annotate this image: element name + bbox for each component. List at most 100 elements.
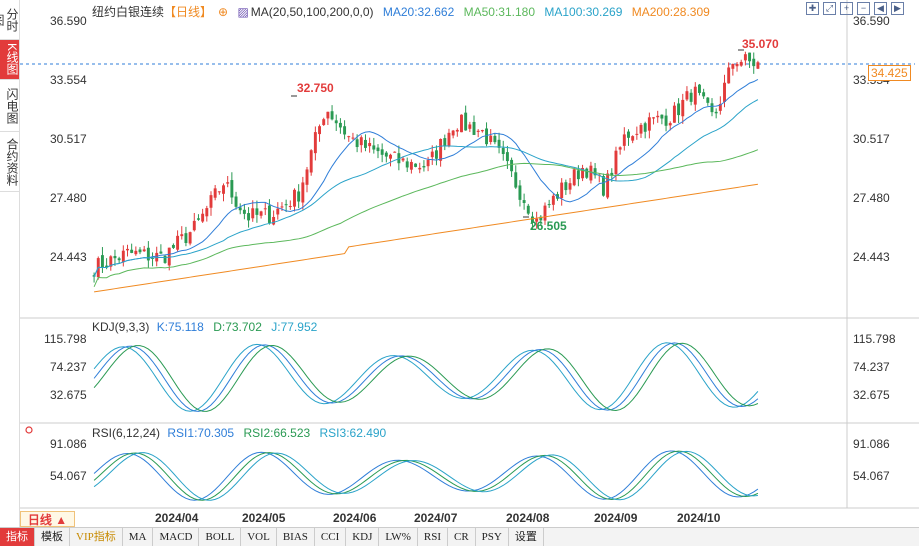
candle-body	[355, 139, 359, 148]
candle-body	[560, 182, 564, 199]
candle-body	[710, 103, 714, 113]
indicator-tab[interactable]: VIP指标	[70, 528, 123, 546]
candle-body	[631, 136, 635, 141]
candle-body	[531, 216, 534, 223]
kdj-j-value: J:77.952	[271, 320, 318, 334]
period-select[interactable]: 日线 ▲	[20, 511, 75, 527]
candle-body	[522, 200, 526, 204]
candle-body	[685, 91, 689, 100]
candle-body	[622, 134, 626, 146]
last-price-tag: 34.425	[868, 65, 911, 81]
rsi3-value: RSI3:62.490	[319, 426, 387, 440]
tab-contract-info[interactable]: 合约资料	[0, 132, 19, 192]
y-tick-left: 24.443	[50, 250, 87, 264]
indicator-tab[interactable]: BOLL	[199, 528, 242, 546]
candle-body	[627, 131, 630, 138]
candle-body	[610, 172, 614, 176]
candle-body	[192, 220, 196, 231]
candle-body	[405, 161, 409, 168]
candle-body	[138, 249, 142, 253]
local-high-label: 32.750	[297, 81, 334, 95]
candle-body	[180, 234, 184, 237]
kline-chart-svg[interactable]: 35.070 32.750 26.505	[20, 0, 919, 527]
indicator-tab[interactable]: PSY	[476, 528, 509, 546]
indicator-tab[interactable]: 模板	[35, 528, 70, 546]
candle-body	[497, 139, 501, 148]
indicator-tab[interactable]: MA	[123, 528, 154, 546]
sidebar: 分时图 K线图 闪电图 合约资料	[0, 0, 20, 527]
crosshair-icon[interactable]: ✚	[806, 2, 819, 15]
candle-body	[414, 163, 418, 167]
indicator-tab-bar: 指标 模板 VIP指标 MA MACD BOLL VOL BIAS CCI KDJ LW% RSI CR…	[0, 527, 919, 546]
candle-body	[376, 147, 380, 152]
kdj-line-0	[93, 342, 759, 412]
candle-body	[338, 122, 342, 128]
candle-body	[589, 165, 593, 181]
candle-body	[551, 195, 555, 205]
candle-body	[468, 124, 472, 129]
x-tick: 2024/04	[155, 511, 199, 525]
y-tick-right: 30.517	[853, 132, 890, 146]
instrument-title: 纽约白银连续	[92, 5, 165, 19]
kdj-k-value: K:75.118	[156, 320, 204, 334]
y-tick-left: 33.554	[50, 73, 87, 87]
candle-body	[493, 135, 497, 143]
ma200-value: MA200:28.309	[631, 5, 710, 19]
indicator-tab[interactable]: BIAS	[277, 528, 315, 546]
kdj-line-2	[93, 342, 759, 412]
candle-body	[739, 61, 743, 66]
rsi-lines	[93, 450, 759, 501]
rsi-settings-icon[interactable]	[25, 426, 33, 434]
candle-body	[205, 208, 209, 217]
zoom-in-icon[interactable]: +	[840, 2, 853, 15]
scroll-right-icon[interactable]: ▶	[891, 2, 904, 15]
candle-body	[184, 233, 188, 243]
candle-body	[593, 168, 597, 176]
candle-body	[652, 117, 655, 119]
indicator-tab[interactable]: 设置	[509, 528, 544, 546]
indicator-tab[interactable]: LW%	[379, 528, 418, 546]
candle-body	[606, 173, 610, 198]
x-tick: 2024/06	[333, 511, 377, 525]
tab-time-share[interactable]: 分时图	[0, 0, 19, 40]
candle-body	[668, 123, 672, 126]
candle-body	[272, 216, 276, 225]
candle-body	[677, 103, 681, 116]
tab-kline[interactable]: K线图	[0, 40, 19, 80]
rsi-label[interactable]: RSI(6,12,24)	[92, 426, 161, 440]
x-tick: 2024/07	[414, 511, 458, 525]
candle-body	[664, 115, 668, 126]
candle-body	[197, 218, 200, 220]
indicator-tab[interactable]: MACD	[153, 528, 200, 546]
kdj-label[interactable]: KDJ(9,3,3)	[92, 320, 150, 334]
candle-body	[439, 138, 443, 161]
indicator-tab[interactable]: KDJ	[346, 528, 380, 546]
candle-body	[280, 206, 284, 208]
rsi2-value: RSI2:66.523	[243, 426, 311, 440]
indicator-tab[interactable]: VOL	[241, 528, 277, 546]
indicator-tab[interactable]: 指标	[0, 528, 35, 546]
indicator-tab[interactable]: CCI	[315, 528, 347, 546]
expand-icon[interactable]: ⤢	[823, 2, 836, 15]
candle-body	[326, 111, 330, 119]
zoom-out-icon[interactable]: −	[857, 2, 870, 15]
candle-body	[601, 176, 605, 196]
indicator-tab[interactable]: RSI	[418, 528, 448, 546]
candle-body	[581, 167, 585, 179]
candle-body	[309, 150, 313, 173]
chart-area[interactable]: 35.070 32.750 26.505 纽约白银连续【日线】 ⊕ ▨ MA(20,…	[20, 0, 919, 527]
x-tick: 2024/08	[506, 511, 550, 525]
ma-icon[interactable]: ▨	[237, 5, 249, 19]
candle-body	[681, 99, 685, 117]
scroll-left-icon[interactable]: ◀	[874, 2, 887, 15]
chart-toolbar: ✚ ⤢ + − ◀ ▶	[806, 2, 904, 15]
candle-body	[718, 103, 722, 111]
kdj-lines	[93, 342, 759, 412]
chart-type-icon[interactable]: ⊕	[218, 5, 229, 19]
kdj-y-tick-right: 115.798	[853, 332, 896, 346]
tab-lightning[interactable]: 闪电图	[0, 80, 19, 132]
indicator-tab[interactable]: CR	[448, 528, 476, 546]
candle-body	[535, 218, 539, 222]
y-tick-left: 36.590	[50, 14, 87, 28]
period-label[interactable]: 【日线】	[164, 5, 213, 19]
